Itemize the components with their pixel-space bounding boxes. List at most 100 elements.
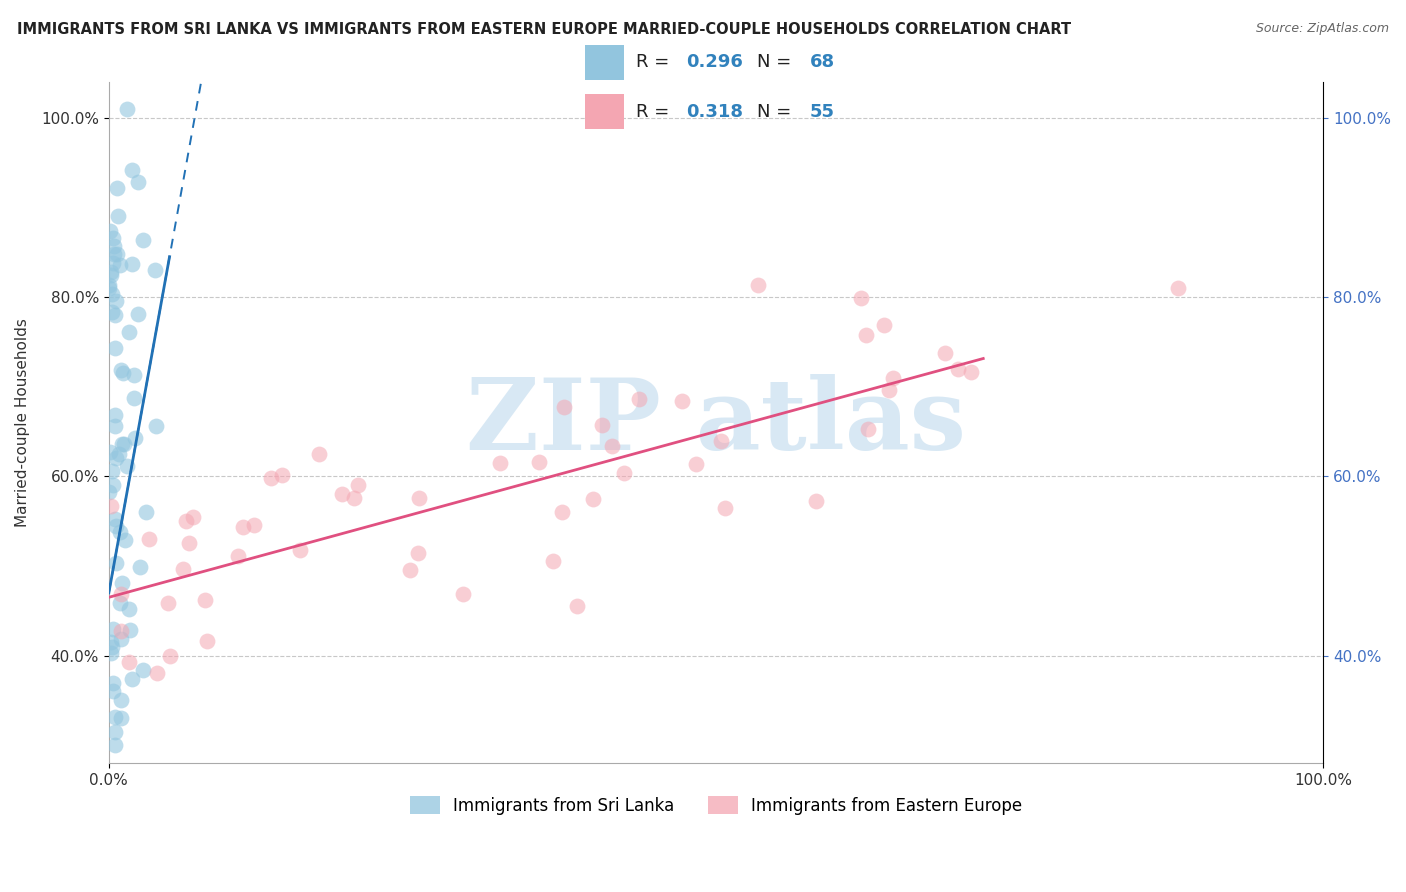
Point <box>124 392 146 406</box>
Point <box>172 562 194 576</box>
Point <box>104 738 127 752</box>
Point <box>960 365 983 379</box>
Point <box>934 346 956 360</box>
Text: N =: N = <box>756 54 797 71</box>
Point <box>873 318 896 332</box>
Point <box>488 457 510 471</box>
Legend: Immigrants from Sri Lanka, Immigrants from Eastern Europe: Immigrants from Sri Lanka, Immigrants fr… <box>402 789 1031 823</box>
Point <box>114 533 136 548</box>
Point <box>110 711 132 725</box>
Point <box>195 633 218 648</box>
Point <box>849 291 872 305</box>
Point <box>118 655 141 669</box>
Point <box>710 434 733 448</box>
Point <box>271 467 294 482</box>
Point <box>527 454 550 468</box>
Point <box>685 457 707 471</box>
Point <box>105 450 128 465</box>
Point <box>103 622 125 636</box>
Point <box>104 710 127 724</box>
Point <box>671 394 693 409</box>
Point <box>346 478 368 492</box>
Point <box>105 181 128 195</box>
Point <box>100 265 122 279</box>
Point <box>105 556 128 570</box>
Point <box>181 510 204 524</box>
Point <box>110 587 132 601</box>
Point <box>121 163 143 178</box>
Point <box>101 305 124 319</box>
Point <box>103 239 125 253</box>
Point <box>613 466 636 480</box>
Point <box>100 634 122 648</box>
Point <box>551 505 574 519</box>
Text: 68: 68 <box>810 54 835 71</box>
Point <box>121 672 143 686</box>
Point <box>97 278 120 293</box>
Point <box>194 592 217 607</box>
Point <box>553 400 575 414</box>
Point <box>98 280 121 294</box>
Point <box>399 563 422 577</box>
Text: Source: ZipAtlas.com: Source: ZipAtlas.com <box>1256 22 1389 36</box>
Point <box>108 524 131 539</box>
Point <box>406 546 429 560</box>
Point <box>115 459 138 474</box>
Point <box>108 259 131 273</box>
Point <box>112 437 135 451</box>
Point <box>124 431 146 445</box>
Point <box>103 231 125 245</box>
Point <box>98 485 121 500</box>
Point <box>103 246 125 260</box>
Text: ZIP atlas: ZIP atlas <box>465 374 966 471</box>
Point <box>100 268 122 282</box>
Point <box>127 175 149 189</box>
Point <box>118 602 141 616</box>
Point <box>308 447 330 461</box>
Point <box>543 554 565 568</box>
Point <box>408 491 430 505</box>
Point <box>343 491 366 505</box>
Point <box>330 487 353 501</box>
Point <box>101 640 124 654</box>
FancyBboxPatch shape <box>585 45 624 79</box>
Point <box>159 648 181 663</box>
Text: 55: 55 <box>810 103 835 120</box>
Point <box>121 257 143 271</box>
Point <box>713 501 735 516</box>
Point <box>100 646 122 660</box>
Point <box>179 536 201 550</box>
Point <box>110 624 132 638</box>
Point <box>288 543 311 558</box>
Point <box>145 419 167 434</box>
Point <box>128 559 150 574</box>
Point <box>591 418 613 433</box>
Point <box>104 293 127 308</box>
Point <box>804 494 827 508</box>
Point <box>111 436 134 450</box>
Point <box>104 309 127 323</box>
Point <box>747 278 769 293</box>
Point <box>118 623 141 637</box>
Point <box>110 693 132 707</box>
Point <box>108 447 131 461</box>
Point <box>101 287 124 301</box>
Point <box>103 256 125 270</box>
Point <box>855 328 877 343</box>
Point <box>582 492 605 507</box>
Point <box>112 366 135 380</box>
Point <box>118 326 141 340</box>
Point <box>146 666 169 681</box>
Point <box>107 210 129 224</box>
Point <box>104 511 127 525</box>
Point <box>243 518 266 533</box>
Point <box>110 632 132 647</box>
Text: IMMIGRANTS FROM SRI LANKA VS IMMIGRANTS FROM EASTERN EUROPE MARRIED-COUPLE HOUSE: IMMIGRANTS FROM SRI LANKA VS IMMIGRANTS … <box>17 22 1071 37</box>
Point <box>103 684 125 698</box>
Point <box>104 408 127 422</box>
Point <box>627 392 650 406</box>
Text: R =: R = <box>636 103 675 120</box>
Point <box>110 596 132 610</box>
Point <box>104 518 127 533</box>
Text: 0.296: 0.296 <box>686 54 742 71</box>
